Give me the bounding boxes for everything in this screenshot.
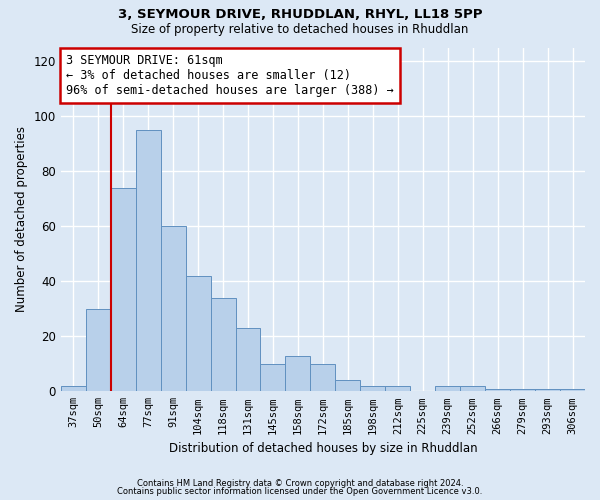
- Bar: [161, 226, 185, 392]
- Bar: [61, 386, 86, 392]
- Bar: [535, 388, 560, 392]
- Bar: [86, 309, 111, 392]
- Bar: [286, 356, 310, 392]
- Bar: [136, 130, 161, 392]
- Text: Contains public sector information licensed under the Open Government Licence v3: Contains public sector information licen…: [118, 488, 482, 496]
- Bar: [185, 276, 211, 392]
- Text: Contains HM Land Registry data © Crown copyright and database right 2024.: Contains HM Land Registry data © Crown c…: [137, 478, 463, 488]
- Bar: [335, 380, 361, 392]
- Text: 3 SEYMOUR DRIVE: 61sqm
← 3% of detached houses are smaller (12)
96% of semi-deta: 3 SEYMOUR DRIVE: 61sqm ← 3% of detached …: [66, 54, 394, 98]
- Y-axis label: Number of detached properties: Number of detached properties: [15, 126, 28, 312]
- X-axis label: Distribution of detached houses by size in Rhuddlan: Distribution of detached houses by size …: [169, 442, 477, 455]
- Bar: [510, 388, 535, 392]
- Bar: [260, 364, 286, 392]
- Bar: [460, 386, 485, 392]
- Bar: [435, 386, 460, 392]
- Bar: [485, 388, 510, 392]
- Bar: [361, 386, 385, 392]
- Bar: [310, 364, 335, 392]
- Bar: [385, 386, 410, 392]
- Bar: [560, 388, 585, 392]
- Bar: [111, 188, 136, 392]
- Text: 3, SEYMOUR DRIVE, RHUDDLAN, RHYL, LL18 5PP: 3, SEYMOUR DRIVE, RHUDDLAN, RHYL, LL18 5…: [118, 8, 482, 20]
- Bar: [236, 328, 260, 392]
- Text: Size of property relative to detached houses in Rhuddlan: Size of property relative to detached ho…: [131, 22, 469, 36]
- Bar: [211, 298, 236, 392]
